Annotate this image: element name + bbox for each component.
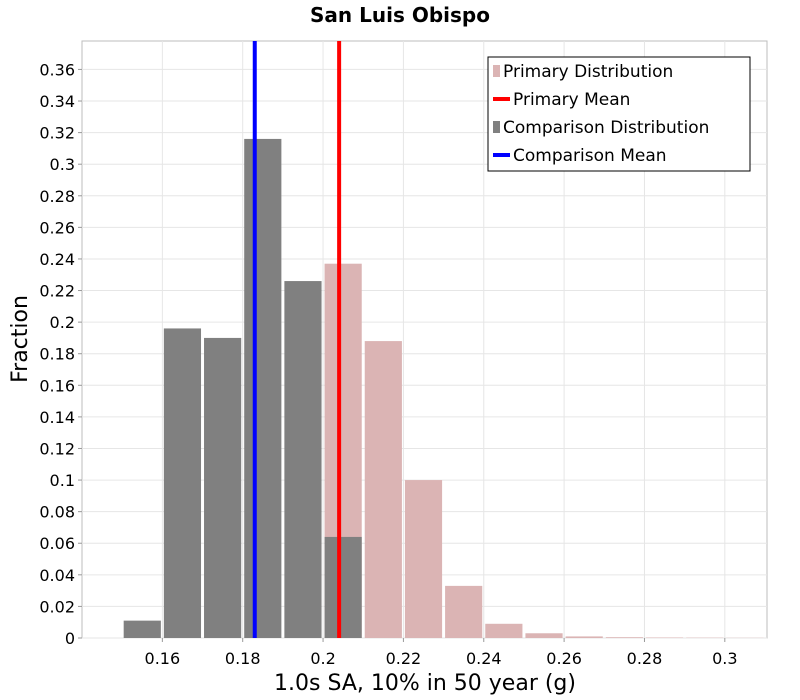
x-tick-label: 0.22 <box>386 649 422 668</box>
x-tick-label: 0.2 <box>310 649 335 668</box>
y-tick-label: 0.2 <box>50 313 75 332</box>
y-tick-label: 0.04 <box>39 566 75 585</box>
y-tick-label: 0.08 <box>39 503 75 522</box>
x-tick-label: 0.26 <box>546 649 582 668</box>
y-tick-label: 0.26 <box>39 218 75 237</box>
y-tick-label: 0.28 <box>39 187 75 206</box>
y-tick-label: 0 <box>65 629 75 648</box>
y-tick-label: 0.3 <box>50 155 75 174</box>
y-tick-label: 0.18 <box>39 345 75 364</box>
mean-lines <box>252 41 342 638</box>
comparison-bar <box>123 620 161 638</box>
x-tick-label: 0.18 <box>225 649 261 668</box>
x-tick-label: 0.24 <box>466 649 502 668</box>
legend-label: Primary Distribution <box>503 62 673 82</box>
primary-bar <box>525 633 563 638</box>
y-tick-label: 0.24 <box>39 250 75 269</box>
primary-bar <box>485 623 523 638</box>
y-tick-label: 0.32 <box>39 124 75 143</box>
primary-bar <box>605 637 643 638</box>
comparison-bar <box>284 281 322 638</box>
y-tick-label: 0.14 <box>39 408 75 427</box>
y-tick-label: 0.16 <box>39 376 75 395</box>
y-tick-label: 0.34 <box>39 92 75 111</box>
x-tick-label: 0.3 <box>712 649 737 668</box>
x-axis-label: 1.0s SA, 10% in 50 year (g) <box>274 671 576 696</box>
bars <box>123 138 764 638</box>
y-tick-label: 0.36 <box>39 60 75 79</box>
y-tick-label: 0.22 <box>39 282 75 301</box>
y-axis-ticks: 0 0.02 0.04 0.06 0.08 0.1 0.12 0.14 0.16 0.18 0.2 0… <box>39 60 82 648</box>
y-axis-label: Fraction <box>8 295 33 383</box>
comparison-bar <box>204 337 242 638</box>
y-tick-label: 0.06 <box>39 534 75 553</box>
legend-label: Comparison Distribution <box>503 118 709 138</box>
primary-bar <box>364 341 402 638</box>
comparison-bar <box>244 138 282 638</box>
primary-bar <box>565 636 603 638</box>
x-tick-label: 0.16 <box>145 649 181 668</box>
legend-swatch <box>493 65 500 77</box>
comparison-bar <box>163 328 202 638</box>
x-axis-ticks: 0.16 0.18 0.2 0.22 0.24 0.26 0.28 0.3 <box>145 638 738 668</box>
y-tick-label: 0.02 <box>39 597 75 616</box>
x-tick-label: 0.28 <box>627 649 663 668</box>
y-tick-label: 0.1 <box>50 471 75 490</box>
legend-box <box>487 56 751 172</box>
legend-swatch <box>493 121 500 133</box>
y-tick-label: 0.12 <box>39 439 75 458</box>
legend-label: Primary Mean <box>513 90 630 110</box>
primary-bar <box>445 585 483 638</box>
legend: Primary Distribution Primary Mean Comparis… <box>487 56 751 172</box>
legend-label: Comparison Mean <box>513 146 667 166</box>
chart-title: San Luis Obispo <box>310 3 490 27</box>
primary-bar <box>404 480 443 638</box>
comparison-bar <box>324 536 362 638</box>
